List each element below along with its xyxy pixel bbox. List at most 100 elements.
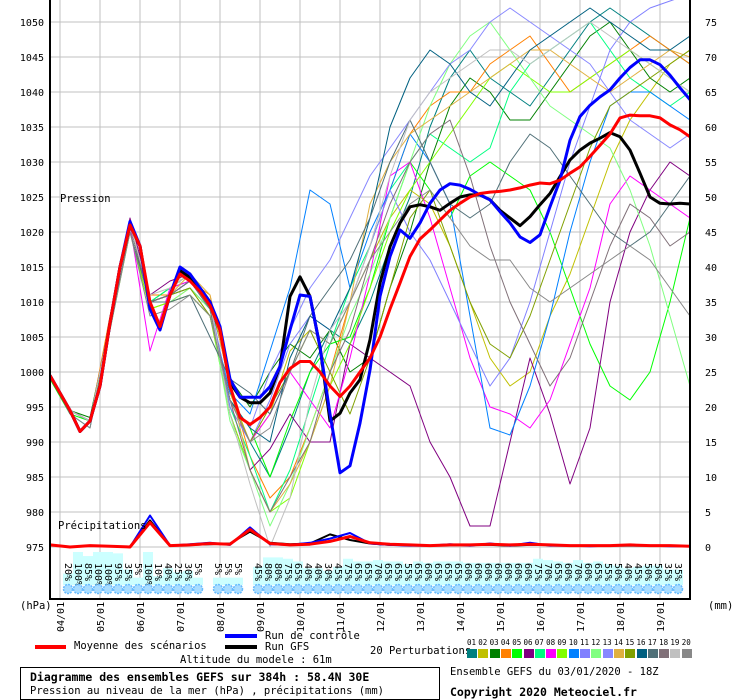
x-tick-label: 09/01 [256, 602, 267, 632]
precip-probability-label: 35% [662, 563, 673, 581]
y-tick-left: 995 [26, 403, 44, 414]
precip-probability-bar [473, 562, 483, 585]
y-tick-right: 15 [705, 438, 717, 449]
altitude-label: Altitude du modele : 61m [180, 654, 332, 666]
snow-icon [602, 583, 614, 595]
precip-probability-label: 65% [432, 563, 443, 581]
precip-probability-bar [393, 561, 403, 585]
precip-probability-label: 20% [62, 563, 73, 581]
precip-probability-label: 45% [632, 563, 643, 581]
precip-probability-label: 60% [482, 563, 493, 581]
legend-member-swatch [489, 649, 500, 658]
precip-probability-label: 60% [422, 563, 433, 581]
legend-member-id: 11 [580, 638, 590, 647]
chart-title: Diagramme des ensembles GEFS sur 384h : … [30, 670, 370, 684]
legend-member-id: 03 [489, 638, 499, 647]
snow-icon [452, 583, 464, 595]
snow-icon [432, 583, 444, 595]
precip-probability-label: 10% [152, 563, 163, 581]
y-tick-right: 25 [705, 368, 717, 379]
precip-probability-label: 75% [342, 563, 353, 581]
legend-member-id: 18 [659, 638, 669, 647]
snow-icon [302, 583, 314, 595]
precip-probability-bar [643, 565, 653, 585]
precip-probability-label: 50% [612, 563, 623, 581]
title-box: Diagramme des ensembles GEFS sur 384h : … [20, 667, 440, 700]
x-tick-label: 08/01 [216, 602, 227, 632]
precip-probability-label: 55% [602, 563, 613, 581]
x-tick-label: 16/01 [536, 602, 547, 632]
precip-probability-bar [83, 556, 93, 585]
precip-probability-bar [543, 560, 553, 585]
precip-probability-bar [493, 562, 503, 585]
legend-member-id: 16 [636, 638, 646, 647]
precip-probability-label: 45% [252, 563, 263, 581]
snow-icon [592, 583, 604, 595]
legend-member-id: 15 [625, 638, 635, 647]
x-tick-label: 13/01 [416, 602, 427, 632]
legend-member-id: 02 [478, 638, 488, 647]
pressure-label: Pression [60, 193, 111, 205]
precip-probability-label: 60% [582, 563, 593, 581]
snow-icon [142, 583, 154, 595]
precip-probability-bar [623, 568, 633, 585]
precip-probability-bar [333, 566, 343, 585]
legend-member-swatch [478, 649, 489, 658]
y-tick-left: 1040 [20, 88, 44, 99]
precip-probability-bar [233, 577, 243, 585]
member-10-pressure-line [50, 91, 690, 436]
snow-icon [512, 583, 524, 595]
y-tick-left: 1030 [20, 158, 44, 169]
x-tick-label: 04/01 [56, 602, 67, 632]
y-tick-left: 1015 [20, 263, 44, 274]
precip-probability-label: 60% [462, 563, 473, 581]
precip-probability-label: 70% [372, 563, 383, 581]
snow-icon [342, 583, 354, 595]
y-tick-right: 55 [705, 158, 717, 169]
precip-probability-label: 65% [412, 563, 423, 581]
precip-probability-label: 35% [672, 563, 683, 581]
legend-control-swatch [225, 634, 257, 638]
y-tick-right: 75 [705, 18, 717, 29]
precip-probability-label: 60% [522, 563, 533, 581]
y-tick-right: 30 [705, 333, 717, 344]
snow-icon [152, 583, 164, 595]
snow-icon [362, 583, 374, 595]
precip-probability-label: 65% [362, 563, 373, 581]
precip-probability-bar [223, 577, 233, 585]
snow-icon [352, 583, 364, 595]
precip-probability-bar [503, 562, 513, 585]
snow-icon [412, 583, 424, 595]
y-tick-left: 1010 [20, 298, 44, 309]
legend-mean-label: Moyenne des scénarios [74, 640, 207, 652]
precip-probability-bar [93, 552, 103, 585]
precip-probability-bar [143, 552, 153, 585]
snow-icon [322, 583, 334, 595]
precip-probability-bar [633, 566, 643, 585]
precip-probability-bar [343, 558, 353, 585]
precip-probability-label: 50% [642, 563, 653, 581]
x-tick-label: 15/01 [496, 602, 507, 632]
precip-probability-bar [103, 552, 113, 585]
precip-probability-bar [63, 573, 73, 585]
x-tick-label: 11/01 [336, 602, 347, 632]
legend-member-id: 05 [512, 638, 522, 647]
precip-probability-bar [403, 564, 413, 585]
snow-icon [572, 583, 584, 595]
legend-member-id: 12 [591, 638, 601, 647]
x-tick-label: 18/01 [616, 602, 627, 632]
precip-probability-bar [673, 569, 683, 585]
precip-probability-bar [573, 560, 583, 585]
precip-probability-label: 70% [542, 563, 553, 581]
member-17-pressure-line [50, 119, 690, 422]
legend-member-id: 07 [534, 638, 544, 647]
precip-probability-bar [433, 561, 443, 585]
y-tick-left: 980 [26, 508, 44, 519]
snow-icon [562, 583, 574, 595]
precip-probability-bar [123, 569, 133, 585]
snow-icon [172, 583, 184, 595]
y-tick-left: 985 [26, 473, 44, 484]
precip-probability-label: 60% [502, 563, 513, 581]
